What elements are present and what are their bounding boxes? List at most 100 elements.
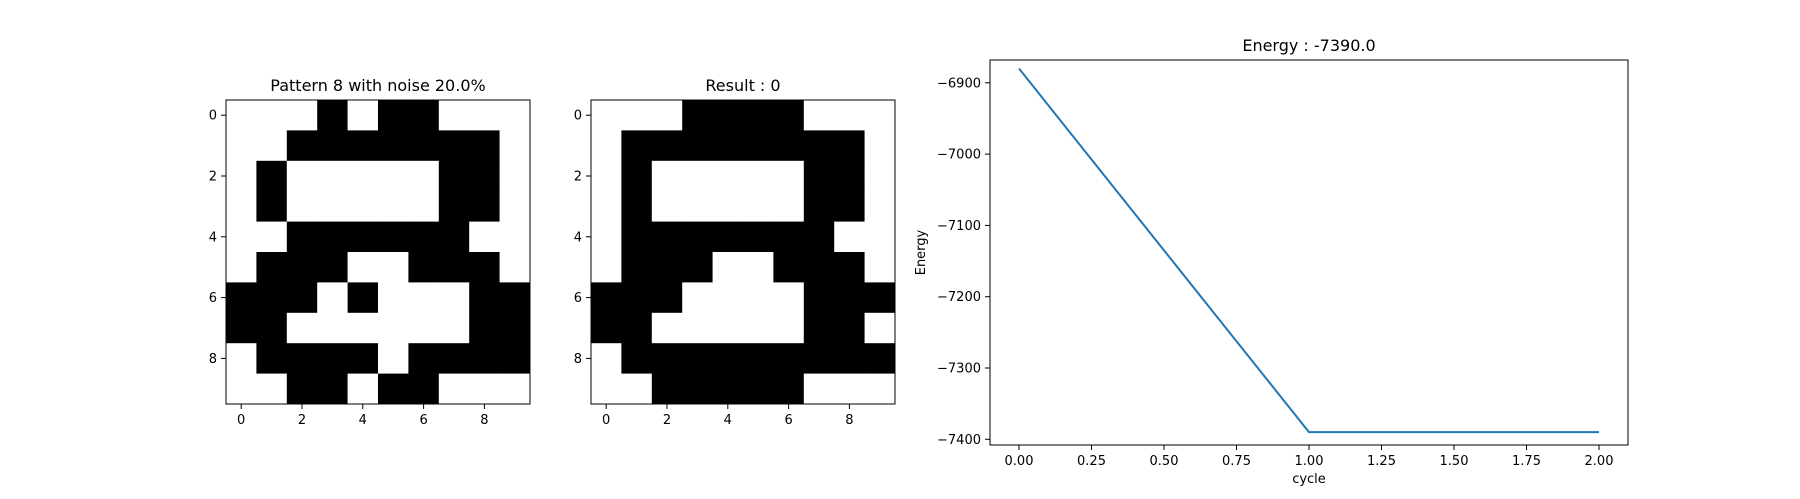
result-pattern-cell	[834, 191, 865, 222]
result-pattern-cell	[803, 343, 835, 374]
noisy-pattern-y-tick-label: 8	[209, 352, 217, 367]
noisy-pattern-cell	[256, 100, 288, 131]
result-pattern-cell	[682, 343, 713, 374]
noisy-pattern-cell	[317, 130, 348, 162]
noisy-pattern-cell	[408, 252, 440, 283]
result-pattern-y-tick-label: 2	[574, 170, 582, 185]
noisy-pattern-cell	[256, 191, 288, 222]
energy-x-tick-label: 0.75	[1222, 454, 1251, 469]
noisy-pattern-cell	[317, 160, 348, 192]
result-pattern-y-tick-label: 0	[574, 109, 582, 124]
result-pattern-cell	[864, 312, 896, 344]
noisy-pattern-cell	[317, 312, 348, 344]
result-pattern-cell	[773, 100, 805, 131]
noisy-pattern-cell	[408, 343, 440, 374]
noisy-pattern-x-tick-label: 2	[298, 413, 306, 428]
result-pattern-cell	[773, 221, 805, 253]
energy-y-tick-label: −7300	[937, 362, 981, 377]
noisy-pattern-cell	[347, 100, 379, 131]
energy-x-tick-label: 0.25	[1077, 454, 1106, 469]
result-pattern-cell	[591, 160, 622, 192]
result-pattern-cell	[743, 130, 774, 162]
result-pattern-cell	[743, 252, 774, 283]
noisy-pattern-cell	[469, 191, 500, 222]
noisy-pattern-cell	[378, 373, 409, 405]
result-pattern-cell	[803, 160, 835, 192]
noisy-pattern-cell	[256, 160, 288, 192]
noisy-pattern-cell	[438, 252, 470, 283]
noisy-pattern-cell	[286, 282, 318, 314]
energy-x-tick-label: 1.75	[1512, 454, 1541, 469]
result-pattern-cell	[712, 312, 744, 344]
result-pattern-cell	[591, 343, 622, 374]
result-pattern-cell	[591, 282, 622, 314]
noisy-pattern-cell	[438, 191, 470, 222]
result-pattern-cell	[682, 312, 713, 344]
result-pattern-cell	[712, 160, 744, 192]
result-pattern-cell	[621, 130, 653, 162]
result-pattern-cell	[682, 252, 713, 283]
result-pattern-cell	[803, 100, 835, 131]
noisy-pattern-cell	[438, 221, 470, 253]
noisy-pattern-cell	[347, 373, 379, 405]
noisy-pattern-cell	[347, 252, 379, 283]
noisy-pattern-cell	[317, 191, 348, 222]
result-pattern-cell	[864, 252, 896, 283]
energy-y-tick-label: −7400	[937, 433, 981, 448]
noisy-pattern-cell	[378, 221, 409, 253]
result-pattern-cells	[591, 100, 896, 405]
result-pattern-cell	[712, 343, 744, 374]
result-pattern-cell	[743, 312, 774, 344]
noisy-pattern-ticks: 0 2 4 6 8 0 2 4 6 8	[209, 109, 489, 428]
noisy-pattern-cell	[317, 282, 348, 314]
result-pattern-cell	[651, 221, 683, 253]
result-pattern-x-tick-label: 8	[845, 413, 853, 428]
noisy-pattern-cell	[347, 191, 379, 222]
result-pattern-cell	[834, 373, 865, 405]
energy-y-axis-label: Energy	[914, 229, 929, 275]
result-pattern-cell	[803, 221, 835, 253]
noisy-pattern-cell	[347, 130, 379, 162]
energy-x-tick-label: 2.00	[1585, 454, 1614, 469]
noisy-pattern-cell	[317, 221, 348, 253]
result-pattern-cell	[621, 252, 653, 283]
result-pattern-x-tick-label: 4	[724, 413, 732, 428]
noisy-pattern-cell	[499, 252, 531, 283]
noisy-pattern-cell	[438, 100, 470, 131]
noisy-pattern-cell	[408, 100, 440, 131]
result-pattern-cell	[621, 373, 653, 405]
result-pattern-cell	[591, 100, 622, 131]
noisy-pattern-cell	[347, 282, 379, 314]
noisy-pattern-y-tick-label: 4	[209, 230, 217, 245]
noisy-pattern-cell	[408, 160, 440, 192]
energy-y-tick-label: −6900	[937, 76, 981, 91]
energy-y-tick-label: −7100	[937, 219, 981, 234]
noisy-pattern-cell	[469, 282, 500, 314]
noisy-pattern-cell	[347, 312, 379, 344]
noisy-pattern-cell	[378, 100, 409, 131]
noisy-pattern-cell	[438, 373, 470, 405]
noisy-pattern-cell	[286, 252, 318, 283]
result-pattern-cell	[803, 252, 835, 283]
result-pattern-cell	[864, 373, 896, 405]
result-pattern-cell	[591, 191, 622, 222]
result-pattern-cell	[712, 191, 744, 222]
noisy-pattern-cell	[469, 252, 500, 283]
result-pattern-cell	[682, 100, 713, 131]
result-pattern-x-tick-label: 0	[602, 413, 610, 428]
result-pattern-cell	[621, 191, 653, 222]
result-pattern-cell	[651, 343, 683, 374]
result-pattern-cell	[773, 130, 805, 162]
result-pattern-cell	[743, 160, 774, 192]
result-pattern-cell	[651, 100, 683, 131]
result-pattern-cell	[743, 221, 774, 253]
result-pattern-cell	[864, 191, 896, 222]
result-pattern-x-tick-label: 2	[663, 413, 671, 428]
result-pattern-title: Result : 0	[705, 76, 780, 95]
result-pattern-x-tick-label: 6	[784, 413, 792, 428]
energy-chart-ticks: 0.00 0.25 0.50 0.75 1.00 1.25 1.50 1.75 2.00 −690…	[937, 76, 1613, 469]
energy-x-tick-label: 1.50	[1440, 454, 1469, 469]
noisy-pattern-cell	[256, 312, 288, 344]
result-pattern-cell	[743, 191, 774, 222]
result-pattern-cell	[834, 343, 865, 374]
